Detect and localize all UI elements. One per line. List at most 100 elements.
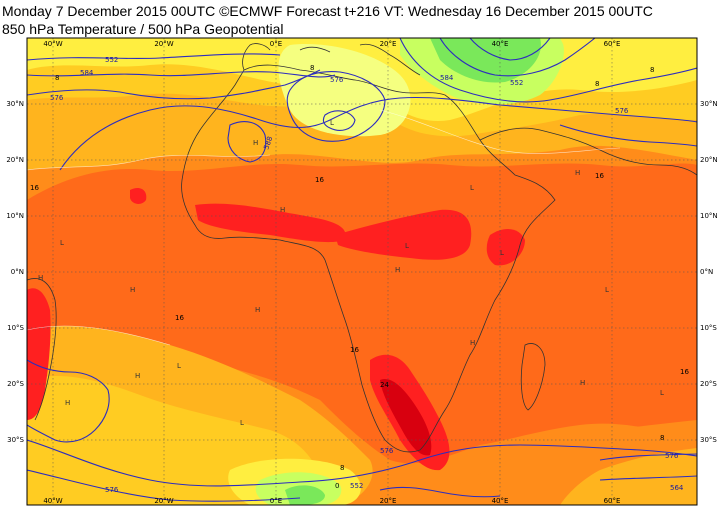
lat-right-3: 0°N: [700, 268, 713, 276]
temperature-field: [27, 38, 697, 505]
chart-title: Monday 7 December 2015 00UTC ©ECMWF Fore…: [2, 3, 653, 19]
contour-label: 576: [330, 76, 344, 84]
south-america-coast: [27, 278, 57, 421]
field-red-west: [27, 288, 51, 420]
low-mark: L: [660, 389, 664, 397]
lat-labels-right: 30°N 20°N 10°N 0°N 10°S 20°S 30°S: [700, 100, 718, 444]
lon-top-2: 0°E: [270, 40, 282, 48]
contour-label: 576: [615, 107, 629, 115]
high-mark: H: [253, 139, 258, 147]
high-mark: H: [135, 372, 140, 380]
graticule: [27, 38, 697, 505]
contour-label: 552: [105, 56, 118, 64]
high-mark: H: [38, 274, 43, 282]
temp-label: 16: [315, 176, 324, 184]
lat-left-2: 10°N: [6, 212, 24, 220]
temp-label: 16: [350, 346, 359, 354]
lat-right-5: 20°S: [700, 380, 717, 388]
field-red-central: [335, 209, 472, 260]
lon-top-4: 40°E: [492, 40, 509, 48]
contour-label: 576: [50, 94, 64, 102]
contour-label: 576: [380, 447, 394, 455]
low-mark: L: [470, 184, 474, 192]
field-red-sahel: [195, 203, 346, 243]
lat-left-3: 0°N: [11, 268, 24, 276]
lon-bottom-1: 20°W: [154, 497, 173, 505]
high-mark: H: [280, 206, 285, 214]
high-mark: H: [580, 379, 585, 387]
low-mark: L: [330, 119, 334, 127]
temp-label: 8: [340, 464, 344, 472]
high-mark: H: [65, 399, 70, 407]
pressure-marks: H H H H H L L L L L H H H L L H H L H L: [38, 119, 664, 427]
geopotential-contours: [27, 38, 697, 502]
temp-label: 8: [55, 74, 59, 82]
high-mark: H: [575, 169, 580, 177]
low-mark: L: [177, 362, 181, 370]
temp-label: 16: [30, 184, 39, 192]
lat-right-0: 30°N: [700, 100, 718, 108]
lon-bottom-5: 60°E: [604, 497, 621, 505]
chart-subtitle: 850 hPa Temperature / 500 hPa Geopotenti…: [2, 21, 284, 37]
lon-bottom-3: 20°E: [380, 497, 397, 505]
africa-coast: [181, 64, 556, 453]
temp-label: 16: [680, 368, 689, 376]
field-dark-orange: [27, 163, 697, 464]
contour-label: 552: [510, 79, 523, 87]
lat-left-0: 30°N: [6, 100, 24, 108]
temp-label: 24: [380, 381, 389, 389]
contour-label: 552: [350, 482, 363, 490]
high-mark: H: [130, 286, 135, 294]
lat-right-6: 30°S: [700, 436, 717, 444]
contour-label: 564: [670, 484, 684, 492]
lon-top-0: 40°W: [43, 40, 62, 48]
lat-right-2: 10°N: [700, 212, 718, 220]
isotherm-lines: [27, 109, 621, 346]
field-green: [430, 38, 541, 83]
lat-right-1: 20°N: [700, 156, 718, 164]
contour-label: 584: [80, 69, 94, 77]
lat-left-4: 10°S: [7, 324, 24, 332]
low-mark: L: [60, 239, 64, 247]
map-frame: [26, 37, 698, 506]
lat-labels-left: 30°N 20°N 10°N 0°N 10°S 20°S 30°S: [6, 100, 24, 444]
high-mark: H: [255, 306, 260, 314]
geopotential-labels: 552 576 584 576 584 552 576 588 576 552 …: [50, 56, 684, 494]
temp-label: 8: [595, 80, 599, 88]
lat-right-4: 10°S: [700, 324, 717, 332]
lon-labels-bottom: 40°W 20°W 0°E 20°E 40°E 60°E: [43, 497, 620, 505]
temp-label: 16: [595, 172, 604, 180]
lat-left-1: 20°N: [6, 156, 24, 164]
low-mark: L: [500, 249, 504, 257]
lon-top-1: 20°W: [154, 40, 173, 48]
lon-bottom-4: 40°E: [492, 497, 509, 505]
field-light-yellow: [278, 44, 411, 137]
lon-labels-top: 40°W 20°W 0°E 20°E 40°E 60°E: [43, 40, 620, 48]
temperature-labels: 8 8 8 16 16 16 16 16 16 24 8 8 0 8: [30, 64, 689, 490]
temp-label: 8: [650, 66, 654, 74]
temp-label: 16: [175, 314, 184, 322]
contour-label: 584: [440, 74, 454, 82]
coastlines: [27, 43, 697, 453]
lon-bottom-2: 0°E: [270, 497, 282, 505]
temp-label: 8: [310, 64, 314, 72]
field-deep-red: [380, 379, 432, 456]
lat-left-6: 30°S: [7, 436, 24, 444]
contour-label: 576: [665, 452, 679, 460]
low-mark: L: [405, 242, 409, 250]
europe-coast: [242, 43, 421, 76]
temp-label: 0: [335, 482, 339, 490]
low-mark: L: [240, 419, 244, 427]
high-mark: H: [470, 339, 475, 347]
arabia-coast: [479, 127, 697, 176]
lon-top-3: 20°E: [380, 40, 397, 48]
lat-left-5: 20°S: [7, 380, 24, 388]
lon-top-5: 60°E: [604, 40, 621, 48]
lon-bottom-0: 40°W: [43, 497, 62, 505]
low-mark: L: [605, 286, 609, 294]
high-mark: H: [395, 266, 400, 274]
contour-label: 576: [105, 486, 119, 494]
temp-label: 8: [660, 434, 664, 442]
madagascar-coast: [520, 343, 546, 411]
